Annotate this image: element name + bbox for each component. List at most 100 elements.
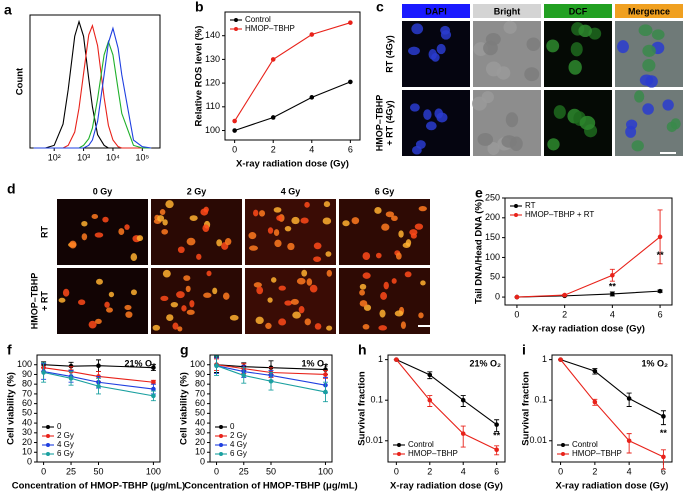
data-point xyxy=(657,234,663,240)
cell xyxy=(570,42,583,57)
y-tick-label: 30 xyxy=(195,427,205,437)
column-header: DAPI xyxy=(425,6,447,16)
data-point xyxy=(309,95,315,100)
cell xyxy=(186,237,196,246)
x-tick-label: 4 xyxy=(610,309,615,319)
cell xyxy=(229,314,239,321)
error-bar xyxy=(626,433,632,454)
cell xyxy=(666,121,678,133)
cell xyxy=(118,228,125,235)
data-point xyxy=(460,431,466,436)
y-tick-label: 80 xyxy=(195,379,205,389)
legend-label: HMOP–TBHP xyxy=(408,449,458,458)
data-point xyxy=(309,32,315,37)
plot-frame xyxy=(387,354,506,463)
y-tick-label: 0.01 xyxy=(365,435,383,445)
y-tick-label: 130 xyxy=(205,54,220,64)
cell xyxy=(423,109,432,120)
data-point xyxy=(151,379,156,385)
x-axis-title: X-ray radiation dose (Gy) xyxy=(390,481,503,492)
column-header: 0 Gy xyxy=(93,186,113,196)
y-tick-label: 140 xyxy=(205,30,220,40)
series-line xyxy=(43,371,154,397)
y-tick-label: 60 xyxy=(195,398,205,408)
panel-letter: e xyxy=(475,185,483,201)
y-tick-label: 10 xyxy=(195,447,205,457)
y-tick-label: 90 xyxy=(195,369,205,379)
legend-label: 2 Gy xyxy=(57,431,74,440)
cell xyxy=(501,135,517,148)
y-tick-label: 40 xyxy=(195,417,205,427)
row-label: HMOP–TBHP xyxy=(374,95,384,152)
cell xyxy=(425,121,437,131)
x-axis-title: X-ray radiation dose (Gy) xyxy=(532,324,645,335)
cell xyxy=(359,283,367,290)
y-tick-label: 100 xyxy=(17,359,32,369)
x-tick-label: 0 xyxy=(41,466,46,476)
series-line xyxy=(33,39,152,149)
x-tick-label: 10² xyxy=(48,152,61,162)
data-point xyxy=(96,383,101,389)
cell xyxy=(159,209,166,216)
cell xyxy=(440,30,452,40)
panel-letter: f xyxy=(7,342,12,358)
cell xyxy=(265,322,272,330)
data-point xyxy=(592,399,598,405)
cell xyxy=(185,285,191,293)
cell xyxy=(176,291,185,299)
x-tick-label: 10³ xyxy=(77,152,90,162)
data-point xyxy=(323,372,328,377)
cell xyxy=(292,311,301,319)
cell xyxy=(162,219,168,226)
cell xyxy=(287,242,295,251)
cell xyxy=(359,300,368,307)
cell xyxy=(203,292,212,298)
data-point xyxy=(151,393,156,399)
cell xyxy=(395,252,402,260)
row-label: HMOP–TBHP xyxy=(29,273,39,330)
cell xyxy=(170,301,179,308)
cell xyxy=(248,232,257,240)
y-axis-title: Relative ROS level (%) xyxy=(194,26,205,127)
column-header-box xyxy=(544,4,612,18)
cell xyxy=(284,300,293,306)
series-line xyxy=(216,364,326,376)
x-tick-label: 2 xyxy=(562,309,567,319)
cell xyxy=(270,277,277,283)
y-tick-label: 10 xyxy=(22,447,32,457)
cell xyxy=(104,301,110,308)
legend-marker xyxy=(46,443,50,447)
data-point xyxy=(427,372,433,378)
cell xyxy=(102,216,109,223)
y-axis-title: Cell viability (%) xyxy=(179,372,190,445)
legend-label: 6 Gy xyxy=(57,449,74,458)
cell xyxy=(362,272,371,279)
cell xyxy=(284,225,292,232)
panel-letter: c xyxy=(376,0,384,15)
y-tick-label: 200 xyxy=(485,212,500,222)
cell xyxy=(177,246,185,254)
column-header: Mergence xyxy=(628,6,670,16)
series-line xyxy=(216,365,326,386)
data-point xyxy=(394,357,399,362)
data-point xyxy=(494,447,499,453)
y-tick-label: 1 xyxy=(378,354,383,364)
panel-note: 1% O₂ xyxy=(641,358,668,368)
cell xyxy=(224,238,232,246)
cell xyxy=(394,310,404,317)
cell xyxy=(642,44,656,57)
cell xyxy=(216,239,223,247)
y-tick-label: 1 xyxy=(542,354,547,364)
legend-marker xyxy=(219,452,223,456)
cell xyxy=(436,112,448,123)
y-tick-label: 70 xyxy=(195,388,205,398)
y-axis-title: Cell viability (%) xyxy=(6,372,17,445)
cell xyxy=(487,142,500,156)
cell xyxy=(160,295,169,301)
data-point xyxy=(592,368,598,374)
column-header-box xyxy=(473,4,541,18)
data-point xyxy=(268,378,274,384)
column-header-box xyxy=(402,4,470,18)
legend-label: 4 Gy xyxy=(230,440,247,449)
series-line xyxy=(216,365,326,393)
